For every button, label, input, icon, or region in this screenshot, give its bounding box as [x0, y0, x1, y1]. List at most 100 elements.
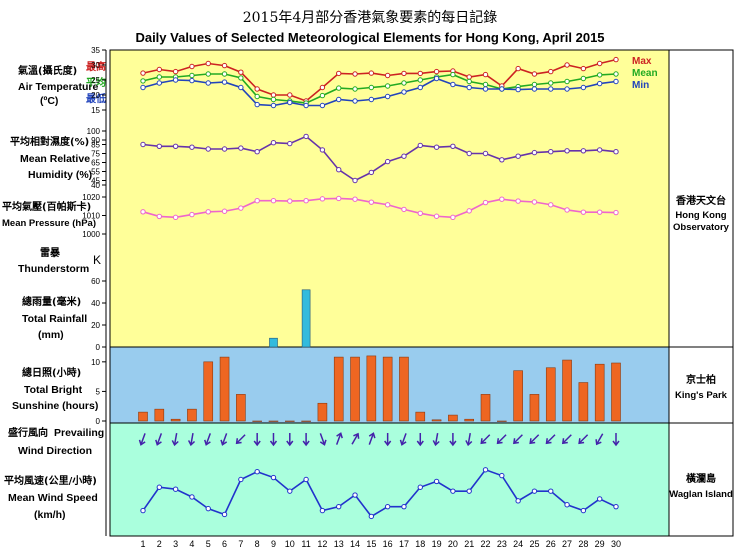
- temp-point-max-15: [368, 70, 375, 76]
- temp-tick-35: 35: [91, 46, 100, 55]
- temp-point-min-8: [254, 101, 260, 108]
- wind-arrow-head-10: [286, 440, 294, 447]
- rh-point-2: [156, 143, 163, 150]
- temp-point-min-1: [140, 84, 146, 91]
- temp-point-mean-18: [417, 77, 423, 83]
- temp-point-max-24: [515, 65, 521, 72]
- temp-point-max-5: [205, 60, 211, 67]
- temp-point-max-17: [401, 70, 407, 77]
- temp-mean-zh: 平均: [86, 76, 106, 89]
- wind-speed-point-6: [221, 511, 228, 518]
- pressure-point-14: [352, 196, 358, 202]
- pressure-point-3: [172, 214, 179, 221]
- temp-point-max-10: [287, 92, 293, 98]
- rh-point-15: [368, 169, 375, 176]
- wind-speed-point-17: [401, 503, 407, 510]
- wind-arrow-15: [368, 432, 376, 445]
- temp-point-mean-15: [368, 84, 375, 91]
- wind-arrow-shaft-4: [190, 432, 194, 446]
- wd-label-en2: Wind Direction: [18, 445, 92, 457]
- temp-point-min-20: [450, 81, 456, 88]
- wind-speed-point-15: [368, 513, 375, 520]
- wind-arrow-shaft-2: [156, 433, 163, 445]
- temp-point-min-4: [189, 77, 195, 84]
- pressure-point-12: [319, 196, 326, 202]
- temp-point-mean-27: [564, 78, 570, 85]
- pressure-point-24: [515, 198, 521, 204]
- wind-speed-point-2: [156, 484, 163, 490]
- rh-point-4: [189, 144, 195, 150]
- sun-bar-22: [480, 394, 491, 422]
- wind-speed-point-10: [287, 488, 293, 494]
- sun-label-zh: 總日照(小時): [22, 366, 81, 379]
- temp-point-min-27: [564, 86, 570, 92]
- wind-arrow-head-4: [187, 440, 196, 447]
- temp-point-min-23: [499, 86, 505, 92]
- panel-hko: [109, 49, 670, 348]
- wd-label-zh: 盛行風向: [8, 426, 48, 439]
- rh-point-12: [319, 147, 326, 153]
- pressure-point-7: [238, 205, 244, 211]
- wind-arrow-10: [286, 433, 294, 447]
- rh-point-1: [140, 141, 146, 148]
- ws-label-en1: Mean Wind Speed: [8, 492, 98, 504]
- rh-point-26: [548, 149, 554, 155]
- sun-bar-16: [382, 356, 393, 422]
- pressure-point-19: [433, 213, 440, 219]
- wind-arrow-head-2: [155, 439, 162, 446]
- temp-point-min-10: [287, 99, 293, 106]
- wind-speed-point-20: [450, 488, 456, 494]
- sun-tick-10: 10: [91, 358, 100, 367]
- sun-tick-0: 0: [96, 417, 101, 426]
- sun-bar-25: [529, 394, 540, 422]
- wind-arrow-4: [187, 432, 196, 447]
- rh-point-24: [515, 153, 521, 159]
- pressure-point-10: [287, 198, 293, 204]
- temp-point-min-26: [548, 86, 554, 92]
- sun-bar-10: [284, 420, 295, 422]
- wind-speed-point-25: [531, 488, 538, 494]
- rain-bar-11: [301, 289, 311, 348]
- temp-point-max-21: [466, 74, 472, 80]
- temp-point-mean-16: [384, 83, 391, 89]
- pressure-point-26: [548, 202, 554, 208]
- pressure-point-6: [221, 208, 228, 214]
- wind-arrow-head-16: [384, 440, 392, 447]
- temp-point-mean-21: [466, 78, 472, 85]
- temp-point-mean-13: [336, 85, 342, 91]
- x-tick-2: 2: [157, 539, 162, 549]
- temp-point-max-4: [189, 63, 195, 70]
- wind-arrow-18: [416, 433, 424, 447]
- wind-arrow-11: [302, 433, 310, 447]
- title-zh: 2015年4月部分香港氣象要素的每日記錄: [243, 9, 498, 26]
- rh-tick-45: 45: [91, 177, 100, 186]
- rain-tick-20: 20: [91, 321, 100, 330]
- wind-arrow-head-9: [269, 440, 278, 447]
- rh-point-22: [482, 150, 489, 157]
- temp-point-max-16: [384, 72, 391, 79]
- station-hko-en1: Hong Kong: [675, 210, 726, 221]
- rh-line: [142, 135, 617, 182]
- x-tick-20: 20: [448, 539, 458, 549]
- rh-point-7: [238, 145, 244, 151]
- rh-point-9: [270, 140, 277, 146]
- temp-point-max-19: [433, 68, 440, 75]
- station-col-hko: [668, 49, 734, 348]
- wind-arrow-23: [496, 434, 507, 445]
- temp-line-mean: [142, 73, 617, 104]
- wind-speed-point-4: [189, 494, 195, 500]
- wind-arrow-21: [465, 432, 473, 447]
- sun-bar-2: [154, 408, 165, 422]
- x-tick-16: 16: [383, 539, 393, 549]
- temp-point-max-22: [482, 71, 489, 78]
- pressure-tick-1020: 1020: [82, 193, 100, 202]
- rh-point-6: [221, 146, 228, 152]
- pressure-point-11: [303, 198, 309, 204]
- station-wi-zh: 橫瀾島: [686, 472, 716, 485]
- x-tick-3: 3: [173, 539, 178, 549]
- temp-point-max-1: [140, 70, 146, 76]
- temp-point-min-28: [580, 84, 587, 91]
- pressure-point-23: [499, 196, 505, 202]
- title-en: Daily Values of Selected Meteorological …: [135, 30, 604, 45]
